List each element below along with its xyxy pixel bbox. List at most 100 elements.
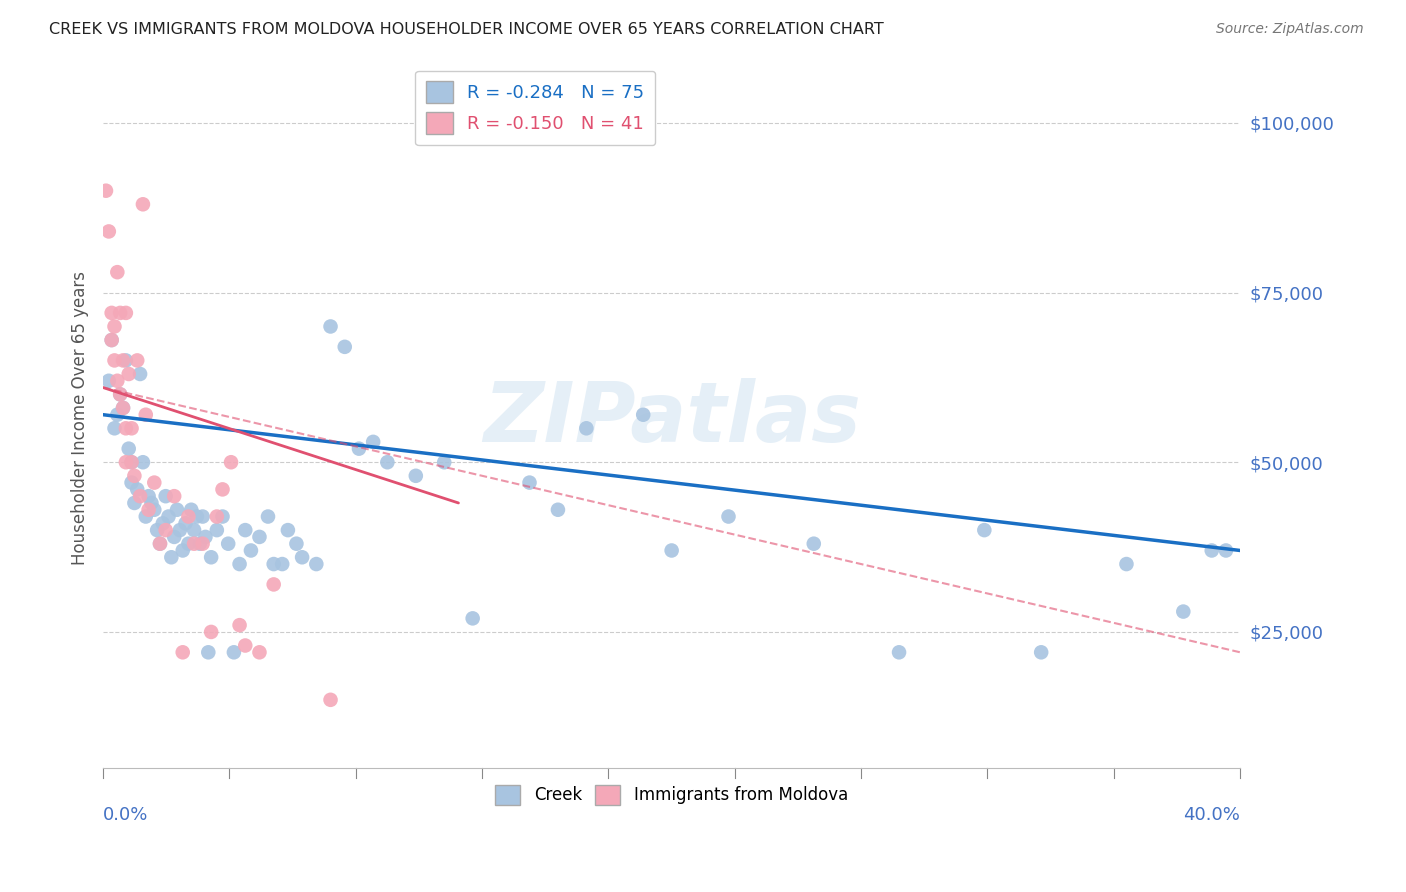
- Point: [118, 367, 141, 381]
- Point: [263, 577, 285, 591]
- Point: [305, 557, 328, 571]
- Point: [138, 502, 160, 516]
- Point: [163, 530, 186, 544]
- Point: [211, 509, 233, 524]
- Point: [135, 509, 157, 524]
- Y-axis label: Householder Income Over 65 years: Householder Income Over 65 years: [72, 271, 89, 566]
- Point: [105, 265, 128, 279]
- Point: [118, 442, 141, 456]
- Point: [257, 509, 280, 524]
- Point: [191, 537, 214, 551]
- Point: [575, 421, 598, 435]
- Point: [129, 367, 152, 381]
- Point: [277, 523, 299, 537]
- Point: [97, 224, 120, 238]
- Point: [285, 537, 308, 551]
- Point: [115, 353, 138, 368]
- Point: [205, 509, 228, 524]
- Point: [200, 550, 222, 565]
- Point: [132, 197, 155, 211]
- Point: [121, 475, 143, 490]
- Point: [103, 353, 125, 368]
- Point: [143, 502, 166, 516]
- Point: [319, 319, 342, 334]
- Point: [1215, 543, 1237, 558]
- Point: [166, 502, 188, 516]
- Point: [433, 455, 456, 469]
- Point: [121, 455, 143, 469]
- Point: [377, 455, 399, 469]
- Point: [127, 353, 149, 368]
- Point: [263, 557, 285, 571]
- Point: [115, 421, 138, 435]
- Point: [97, 374, 120, 388]
- Point: [186, 509, 208, 524]
- Point: [155, 489, 177, 503]
- Point: [239, 543, 262, 558]
- Point: [105, 374, 128, 388]
- Point: [333, 340, 356, 354]
- Point: [211, 483, 233, 497]
- Point: [172, 645, 194, 659]
- Point: [631, 408, 654, 422]
- Point: [519, 475, 541, 490]
- Point: [108, 306, 131, 320]
- Point: [217, 537, 239, 551]
- Point: [129, 489, 152, 503]
- Point: [183, 523, 205, 537]
- Point: [461, 611, 484, 625]
- Point: [803, 537, 825, 551]
- Point: [152, 516, 174, 531]
- Point: [103, 319, 125, 334]
- Legend: Creek, Immigrants from Moldova: Creek, Immigrants from Moldova: [489, 778, 855, 812]
- Point: [973, 523, 995, 537]
- Point: [174, 516, 197, 531]
- Point: [112, 353, 135, 368]
- Point: [222, 645, 245, 659]
- Point: [271, 557, 294, 571]
- Point: [108, 387, 131, 401]
- Point: [149, 537, 172, 551]
- Text: CREEK VS IMMIGRANTS FROM MOLDOVA HOUSEHOLDER INCOME OVER 65 YEARS CORRELATION CH: CREEK VS IMMIGRANTS FROM MOLDOVA HOUSEHO…: [49, 22, 884, 37]
- Point: [157, 509, 180, 524]
- Text: 0.0%: 0.0%: [103, 806, 149, 824]
- Point: [108, 387, 131, 401]
- Point: [141, 496, 163, 510]
- Point: [177, 537, 200, 551]
- Text: 40.0%: 40.0%: [1184, 806, 1240, 824]
- Point: [112, 401, 135, 415]
- Point: [100, 333, 122, 347]
- Point: [188, 537, 211, 551]
- Point: [121, 455, 143, 469]
- Point: [121, 421, 143, 435]
- Point: [180, 502, 202, 516]
- Point: [94, 184, 117, 198]
- Point: [124, 468, 146, 483]
- Point: [347, 442, 370, 456]
- Point: [661, 543, 683, 558]
- Point: [200, 624, 222, 639]
- Point: [112, 401, 135, 415]
- Point: [138, 489, 160, 503]
- Point: [197, 645, 219, 659]
- Point: [105, 408, 128, 422]
- Point: [887, 645, 910, 659]
- Point: [1031, 645, 1053, 659]
- Point: [361, 434, 384, 449]
- Point: [228, 618, 250, 632]
- Point: [115, 306, 138, 320]
- Point: [1115, 557, 1137, 571]
- Point: [717, 509, 740, 524]
- Point: [163, 489, 186, 503]
- Text: Source: ZipAtlas.com: Source: ZipAtlas.com: [1216, 22, 1364, 37]
- Point: [233, 639, 256, 653]
- Point: [291, 550, 314, 565]
- Point: [219, 455, 242, 469]
- Point: [100, 306, 122, 320]
- Point: [183, 537, 205, 551]
- Point: [143, 475, 166, 490]
- Point: [115, 455, 138, 469]
- Point: [319, 693, 342, 707]
- Point: [405, 468, 427, 483]
- Point: [100, 333, 122, 347]
